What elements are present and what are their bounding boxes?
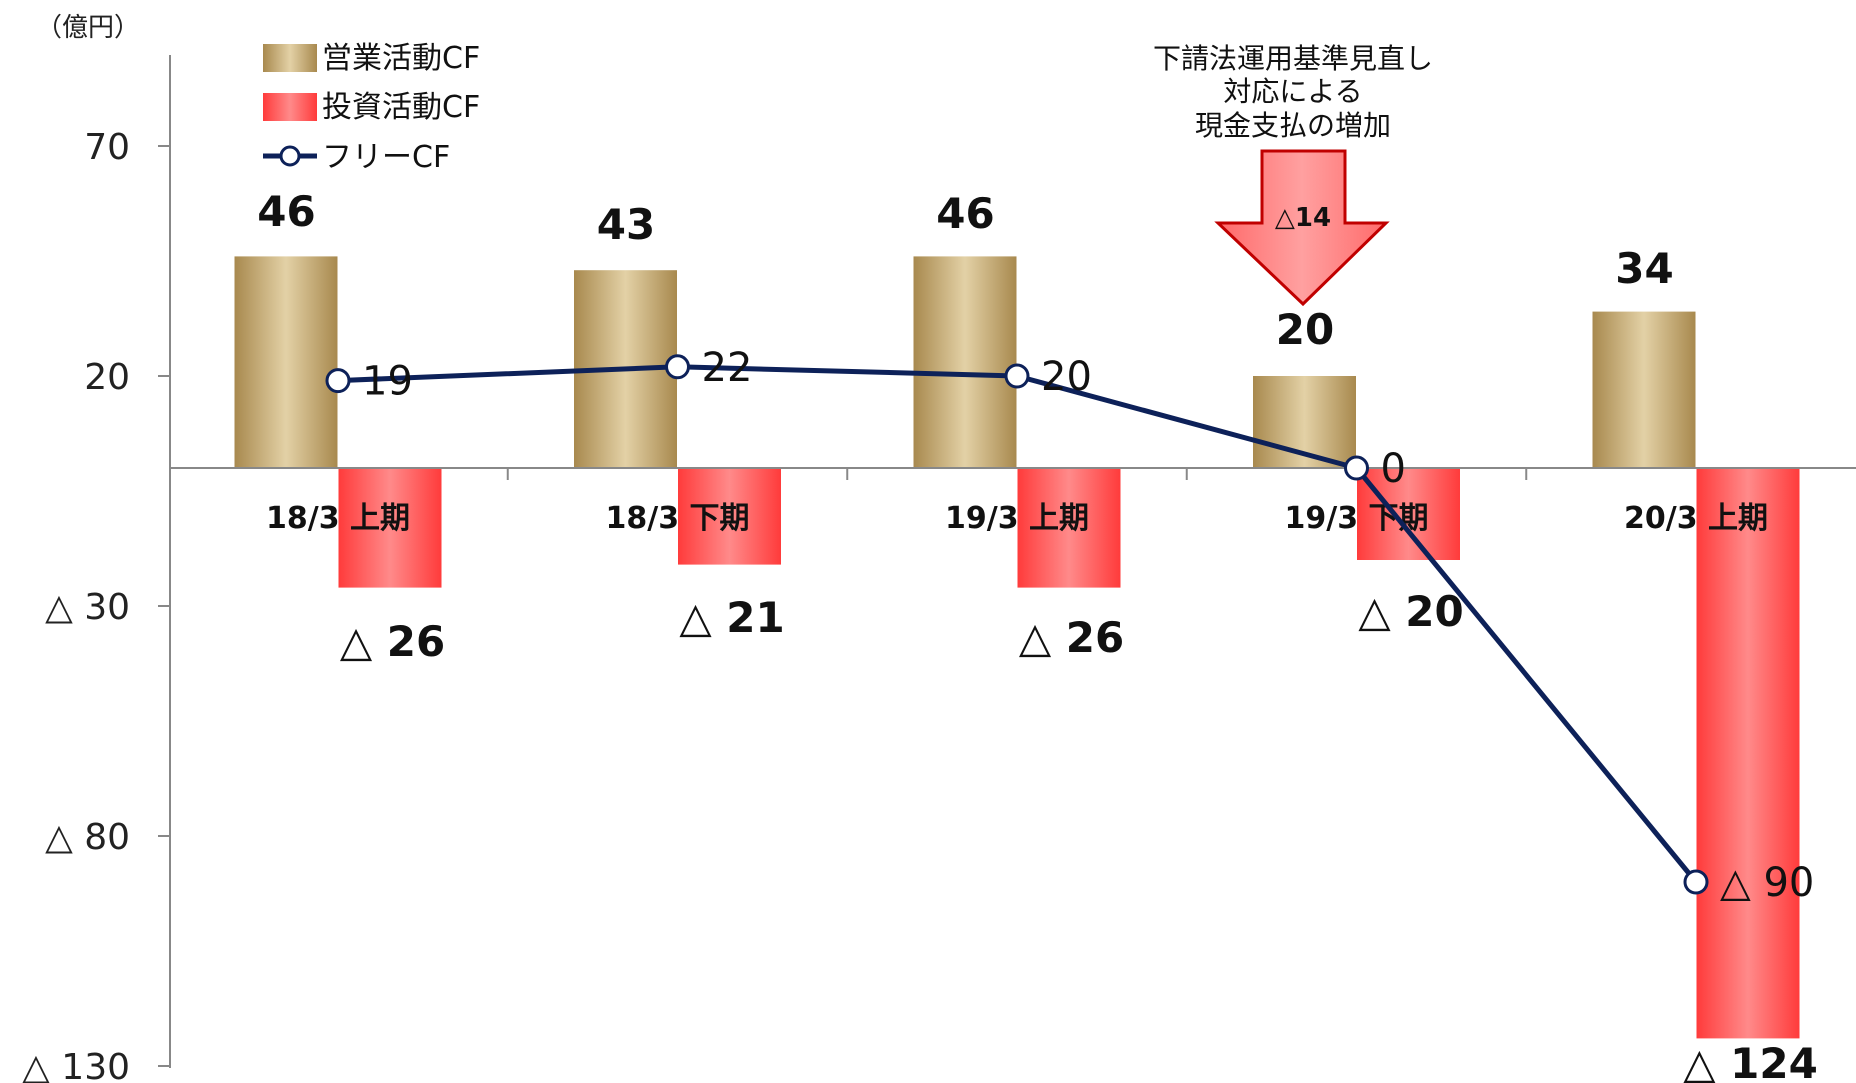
- operating-cf-bars: [234, 256, 1696, 468]
- operating-cf-label: 43: [597, 200, 655, 249]
- legend-swatch-free-marker: [279, 145, 301, 167]
- investing-cf-bar: [1017, 468, 1121, 588]
- investing-cf-label: △ 26: [1019, 613, 1124, 662]
- free-cf-point: [1004, 363, 1030, 389]
- category-label: 20/3 上期: [1624, 501, 1768, 536]
- investing-cf-bars: [338, 468, 1800, 1039]
- annotation: 下請法運用基準見直し 対応による 現金支払の増加 △14: [1153, 42, 1433, 307]
- free-cf-label: △ 90: [1720, 860, 1814, 906]
- annotation-line-3: 現金支払の増加: [1195, 109, 1391, 142]
- investing-cf-bar: [1696, 468, 1800, 1039]
- free-cf-label: 20: [1041, 354, 1092, 400]
- free-cf-point: [1683, 869, 1709, 895]
- arrow-label: △14: [1275, 203, 1331, 233]
- category-labels: 18/3 上期 18/3 下期 19/3 上期 19/3 下期 20/3 上期: [266, 501, 1768, 536]
- free-cf-label: 19: [362, 359, 413, 405]
- free-cf-polyline: [337, 364, 1698, 884]
- investing-cf-label: △ 21: [679, 593, 784, 642]
- legend: 営業活動CF 投資活動CF フリーCF: [263, 41, 480, 175]
- x-axis-ticks: [506, 468, 1528, 480]
- y-tick-label: 70: [84, 127, 130, 168]
- operating-cf-bar: [913, 256, 1017, 468]
- category-label: 19/3 上期: [945, 501, 1089, 536]
- investing-cf-bar: [1357, 468, 1460, 560]
- investing-cf-bar: [338, 468, 442, 588]
- investing-cf-bar: [678, 468, 781, 565]
- legend-swatch-investing: [263, 93, 317, 121]
- operating-cf-label: 34: [1615, 244, 1673, 293]
- annotation-line-1: 下請法運用基準見直し: [1153, 42, 1433, 75]
- annotation-line-2: 対応による: [1223, 75, 1362, 108]
- y-tick-label: △ 80: [45, 817, 130, 858]
- operating-cf-label: 20: [1276, 305, 1334, 354]
- operating-cf-label: 46: [257, 187, 315, 236]
- category-label: 18/3 上期: [266, 501, 410, 536]
- investing-cf-label: △ 26: [340, 617, 445, 666]
- operating-cf-label: 46: [936, 189, 994, 238]
- free-cf-point: [665, 354, 690, 380]
- y-tick-label: △ 30: [45, 587, 130, 628]
- operating-cf-bar: [234, 256, 338, 468]
- free-cf-label: 0: [1381, 446, 1406, 492]
- legend-label-operating: 営業活動CF: [322, 41, 480, 76]
- legend-swatch-operating: [263, 44, 317, 72]
- down-arrow-icon: [1214, 149, 1390, 307]
- investing-cf-label: △ 20: [1358, 587, 1463, 636]
- operating-cf-bar: [1592, 311, 1696, 468]
- free-cf-label: 22: [702, 345, 753, 391]
- y-tick-label: 20: [84, 357, 130, 398]
- free-cf-point: [325, 368, 351, 394]
- free-cf-line: 19 22 20 0 △ 90: [325, 345, 1814, 906]
- unit-label: （億円）: [36, 13, 140, 43]
- legend-label-investing: 投資活動CF: [322, 90, 480, 125]
- category-label: 18/3 下期: [605, 501, 749, 536]
- data-labels: 46 43 46 20 34 △ 26 △ 21 △ 26 △ 20 △ 124: [257, 187, 1818, 1083]
- y-axis: 70 20 △ 30 △ 80 △ 130: [22, 55, 171, 1083]
- free-cf-point: [1344, 455, 1369, 481]
- y-tick-label: △ 130: [22, 1047, 130, 1083]
- investing-cf-label: △ 124: [1683, 1039, 1818, 1083]
- legend-label-free: フリーCF: [322, 140, 450, 175]
